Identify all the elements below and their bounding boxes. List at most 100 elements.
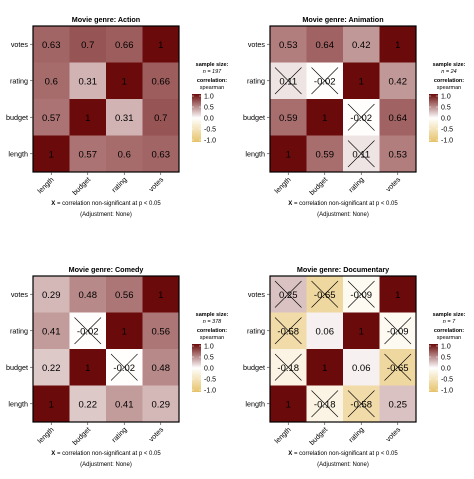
cell-value-label: 1 (395, 290, 400, 301)
cell-value-label: 1 (49, 149, 54, 160)
cell-value-label: 0.29 (42, 290, 61, 301)
heatmap-cell (106, 26, 143, 63)
y-tick-label: rating (247, 326, 265, 335)
panel-title: Movie genre: Animation (302, 15, 383, 24)
cell-value-label: 0.31 (115, 113, 134, 124)
sample-size-value: n = 7 (443, 319, 456, 325)
legend-tick-label: 1.0 (441, 344, 451, 351)
heatmap-cell (343, 26, 380, 63)
cell-value-label: -0.65 (387, 363, 409, 374)
correlation-method: spearman (437, 335, 461, 341)
x-tick-label: votes (147, 175, 166, 194)
heatmap-cell (106, 312, 143, 349)
cell-value-label: 1 (359, 326, 364, 337)
cell-value-label: -0.02 (113, 363, 135, 374)
sample-size-label: sample size: (196, 312, 229, 318)
heatmap-cell (142, 312, 179, 349)
legend-tick-label: 0.0 (204, 116, 214, 123)
heatmap-cell (343, 349, 380, 386)
nonsignificant-cross (384, 353, 412, 381)
heatmap-cell (33, 26, 70, 63)
caption-marker: X (51, 201, 55, 207)
cell-value-label: 0.25 (389, 399, 408, 410)
heatmap-cell (33, 385, 70, 422)
cell-value-label: 0.57 (79, 149, 98, 160)
legend-tick-label: 1.0 (204, 344, 214, 351)
y-tick-label: rating (10, 76, 28, 85)
cell-value-label: -0.02 (77, 326, 99, 337)
heatmap-cell (343, 62, 380, 99)
heatmap-cell (306, 26, 343, 63)
heatmap-cell (270, 26, 307, 63)
x-tick-label: rating (110, 175, 129, 194)
sample-size-label: sample size: (433, 62, 466, 68)
adjustment-note: (Adjustment: None) (317, 212, 369, 218)
heatmap-border (269, 25, 417, 173)
heatmap-cell (306, 99, 343, 136)
y-tick-label: budget (6, 113, 28, 122)
heatmap-cell (69, 276, 106, 313)
cell-value-label: -0.18 (314, 399, 336, 410)
legend-tick-label: -1.0 (204, 138, 216, 145)
heatmap-cell (69, 385, 106, 422)
heatmap-border (32, 25, 180, 173)
x-tick-label: budget (307, 425, 329, 447)
heatmap-panel-3: Movie genre: Comedy 0.29 0.48 0.56 1 0.41 -0.0… (6, 265, 229, 468)
heatmap-cell (33, 135, 70, 172)
cell-value-label: 0.59 (316, 149, 335, 160)
heatmap-cell (379, 276, 416, 313)
heatmap-cell (142, 26, 179, 63)
legend-tick-label: -0.5 (204, 377, 216, 384)
cell-value-label: 1 (85, 363, 90, 374)
sample-size-value: n = 197 (203, 69, 222, 75)
cell-value-label: 1 (322, 113, 327, 124)
cell-value-label: 0.48 (152, 363, 171, 374)
cell-value-label: 1 (158, 40, 163, 51)
cell-value-label: -0.58 (350, 399, 372, 410)
legend-tick-label: 0.0 (204, 366, 214, 373)
y-tick-label: budget (243, 113, 265, 122)
heatmap-cell (142, 276, 179, 313)
x-tick-label: budget (70, 425, 92, 447)
cell-value-label: 1 (122, 326, 127, 337)
cell-value-label: 0.06 (352, 363, 371, 374)
heatmap-cell (142, 62, 179, 99)
caption-text: = correlation non-significant at p < 0.0… (292, 201, 398, 207)
x-tick-label: length (35, 425, 55, 445)
y-tick-label: length (8, 399, 28, 408)
heatmap-cell (106, 62, 143, 99)
heatmap-cell (343, 312, 380, 349)
legend-tick-label: 0.5 (204, 105, 214, 112)
heatmap-cell (306, 349, 343, 386)
cell-value-label: 1 (286, 149, 291, 160)
nonsignificant-cross (274, 353, 302, 381)
cell-value-label: 0.41 (115, 399, 134, 410)
heatmap-cell (33, 312, 70, 349)
y-tick-label: budget (6, 363, 28, 372)
heatmap-cell (106, 135, 143, 172)
legend-tick-label: -0.5 (441, 377, 453, 384)
cell-value-label: 0.57 (42, 113, 61, 124)
heatmap-panel-1: Movie genre: Action 0.63 0.7 0.66 1 0.6 0.31 1 0… (6, 15, 229, 218)
cell-value-label: 1 (49, 399, 54, 410)
cell-value-label: 0.11 (352, 149, 370, 160)
cell-value-label: 0.25 (279, 290, 298, 301)
correlation-method: spearman (200, 85, 224, 91)
nonsignificant-cross (311, 390, 339, 418)
caption-marker: X (288, 201, 292, 207)
cell-value-label: 0.22 (42, 363, 61, 374)
legend-tick-label: 1.0 (204, 94, 214, 101)
x-tick-label: rating (347, 175, 366, 194)
nonsignificant-cross (347, 280, 375, 308)
cell-value-label: 0.6 (118, 149, 131, 160)
panel-title: Movie genre: Documentary (297, 265, 389, 274)
heatmap-panel-2: Movie genre: Animation 0.53 0.64 0.42 1 0.11 -… (243, 15, 466, 218)
cell-value-label: 1 (85, 113, 90, 124)
y-tick-label: length (8, 149, 28, 158)
heatmap-cell (33, 62, 70, 99)
y-tick-label: votes (11, 40, 29, 49)
cell-value-label: 1 (359, 76, 364, 87)
legend-tick-label: 0.0 (441, 366, 451, 373)
cell-value-label: 1 (158, 290, 163, 301)
legend-tick-label: -1.0 (204, 388, 216, 395)
